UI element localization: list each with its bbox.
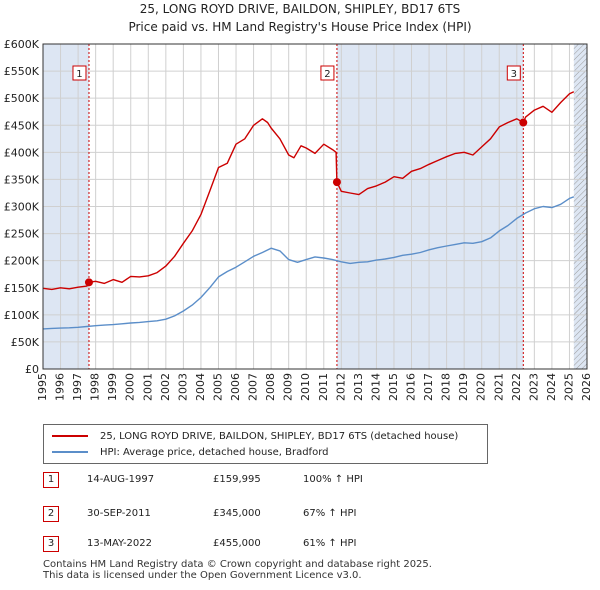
y-tick-label: £150K [4, 282, 40, 295]
hpi-line [42, 196, 575, 330]
y-tick-label: £50K [11, 336, 40, 349]
y-tick-label: £0 [25, 363, 39, 376]
x-tick-label: 2003 [176, 373, 189, 401]
legend-item-hpi: HPI: Average price, detached house, Brad… [52, 445, 328, 459]
sale-point [332, 178, 341, 187]
sale-marker-box [506, 65, 521, 81]
price-chart: 1 2 3 £0 £50K £100K £150K £200K £250K £300K £350K… [4, 38, 593, 401]
y-tick-label: £500K [4, 92, 40, 105]
x-tick-label: 2020 [475, 373, 488, 401]
sale-point [84, 278, 93, 287]
x-tick-label: 2005 [211, 373, 224, 401]
transaction-price: £159,995 [213, 474, 261, 485]
y-tick-label: £100K [4, 309, 40, 322]
legend-label-property: 25, LONG ROYD DRIVE, BAILDON, SHIPLEY, B… [100, 430, 459, 442]
footer-line-2: This data is licensed under the Open Gov… [43, 570, 362, 581]
x-tick-label: 1995 [36, 373, 49, 401]
x-tick-label: 2007 [247, 373, 260, 401]
y-tick-label: £200K [4, 255, 40, 268]
legend-swatch-hpi [52, 451, 88, 453]
x-tick-label: 2017 [422, 373, 435, 401]
x-tick-label: 2008 [264, 373, 277, 401]
y-tick-label: £250K [4, 228, 40, 241]
transaction-row: 1 14-AUG-1997 £159,995 100% ↑ HPI [43, 472, 463, 488]
x-tick-label: 2022 [510, 373, 523, 401]
x-tick-label: 2024 [545, 373, 558, 401]
transaction-date: 13-MAY-2022 [87, 538, 153, 549]
sale-marker-label: 2 [324, 69, 330, 80]
y-tick-label: £550K [4, 65, 40, 78]
transaction-date: 30-SEP-2011 [87, 508, 151, 519]
y-tick-label: £300K [4, 201, 40, 214]
sale-marker-box [320, 65, 335, 81]
transaction-row: 3 13-MAY-2022 £455,000 61% ↑ HPI [43, 536, 463, 552]
sale-marker-box [72, 65, 87, 81]
x-tick-label: 2023 [527, 373, 540, 401]
x-tick-label: 2011 [317, 373, 330, 401]
x-tick-label: 2026 [580, 373, 593, 401]
x-tick-label: 2009 [282, 373, 295, 401]
property-price-line [42, 91, 575, 291]
transaction-number: 1 [43, 472, 59, 488]
transaction-row: 2 30-SEP-2011 £345,000 67% ↑ HPI [43, 506, 463, 522]
x-tick-label: 2012 [334, 373, 347, 401]
legend-label-hpi: HPI: Average price, detached house, Brad… [100, 446, 329, 458]
x-tick-label: 2014 [369, 373, 382, 401]
x-tick-label: 2004 [194, 373, 207, 401]
x-tick-label: 2018 [440, 373, 453, 401]
legend-item-property: 25, LONG ROYD DRIVE, BAILDON, SHIPLEY, B… [52, 429, 458, 443]
x-tick-label: 2016 [405, 373, 418, 401]
x-tick-label: 1997 [71, 373, 84, 401]
y-tick-label: £450K [4, 119, 40, 132]
transaction-number: 2 [43, 506, 59, 522]
transaction-date: 14-AUG-1997 [87, 474, 155, 485]
x-tick-label: 2013 [352, 373, 365, 401]
x-tick-label: 1996 [54, 373, 67, 401]
x-tick-label: 2025 [562, 373, 575, 401]
y-tick-label: £600K [4, 38, 40, 51]
transaction-price: £455,000 [213, 538, 261, 549]
x-tick-label: 2010 [299, 373, 312, 401]
transaction-hpi: 67% ↑ HPI [303, 508, 357, 519]
x-tick-label: 2015 [387, 373, 400, 401]
x-tick-label: 2000 [124, 373, 137, 401]
legend-swatch-property [52, 435, 88, 437]
x-tick-label: 1998 [89, 373, 102, 401]
x-tick-label: 2006 [229, 373, 242, 401]
chart-title: 25, LONG ROYD DRIVE, BAILDON, SHIPLEY, B… [139, 2, 461, 16]
plot-frame [42, 43, 588, 370]
x-tick-label: 2019 [457, 373, 470, 401]
x-tick-label: 2021 [492, 373, 505, 401]
legend: 25, LONG ROYD DRIVE, BAILDON, SHIPLEY, B… [43, 424, 488, 464]
y-tick-label: £400K [4, 146, 40, 159]
x-tick-label: 2001 [141, 373, 154, 401]
footer-line-1: Contains HM Land Registry data © Crown c… [43, 559, 432, 570]
transaction-hpi: 61% ↑ HPI [303, 538, 357, 549]
x-tick-label: 1999 [106, 373, 119, 401]
sale-marker-label: 3 [511, 69, 517, 80]
y-tick-label: £350K [4, 173, 40, 186]
transaction-number: 3 [43, 536, 59, 552]
transaction-hpi: 100% ↑ HPI [303, 474, 363, 485]
sale-marker-label: 1 [76, 69, 82, 80]
sale-point [519, 118, 528, 127]
footer-attribution: Contains HM Land Registry data © Crown c… [43, 559, 432, 581]
x-tick-label: 2002 [159, 373, 172, 401]
chart-subtitle: Price paid vs. HM Land Registry's House … [128, 20, 472, 34]
transaction-price: £345,000 [213, 508, 261, 519]
